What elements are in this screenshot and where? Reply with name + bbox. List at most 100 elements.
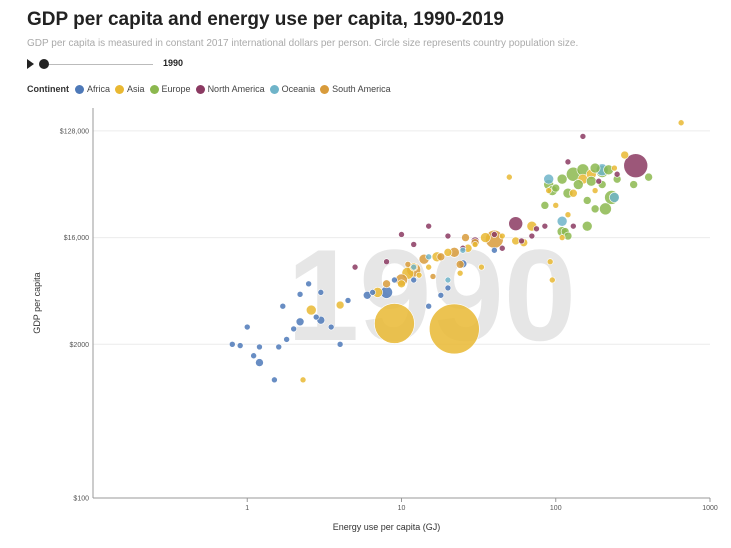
legend-item-africa[interactable]: Africa xyxy=(75,84,110,94)
data-point-africa xyxy=(236,342,244,349)
data-point-europe xyxy=(590,204,600,214)
data-point-north-america xyxy=(528,232,536,240)
legend-label: North America xyxy=(207,84,265,94)
legend-item-oceania[interactable]: Oceania xyxy=(269,84,316,94)
data-point-africa xyxy=(305,280,312,288)
axes: $100 $2000 $16,000 $128,000 1 10 100 1000 xyxy=(60,108,718,512)
data-point-asia xyxy=(415,271,423,279)
y-tick-label: $128,000 xyxy=(60,128,89,135)
data-point-europe xyxy=(581,220,593,232)
year-readout: 1990 xyxy=(163,58,184,68)
data-point-africa xyxy=(336,340,344,348)
data-point-north-america xyxy=(498,244,506,252)
data-point-asia xyxy=(498,232,506,240)
data-point-asia xyxy=(549,276,556,284)
data-point-europe xyxy=(599,202,612,216)
timeline-slider-track[interactable] xyxy=(43,64,153,65)
data-point-asia xyxy=(397,279,406,289)
data-point-africa xyxy=(290,325,297,333)
legend-label: Asia xyxy=(127,84,145,94)
data-point-asia xyxy=(620,150,630,160)
data-point-asia xyxy=(480,232,491,243)
x-tick-label: 100 xyxy=(550,505,562,512)
y-axis-label: GDP per capita xyxy=(32,272,42,333)
data-point-africa xyxy=(369,289,376,296)
play-icon[interactable] xyxy=(27,59,34,69)
data-point-africa xyxy=(256,343,263,351)
data-point-oceania xyxy=(543,173,554,185)
data-point-africa xyxy=(255,358,264,367)
data-point-africa xyxy=(283,336,290,343)
legend-swatch xyxy=(149,84,159,94)
data-point-oceania xyxy=(410,263,418,271)
data-point-north-america xyxy=(533,225,540,233)
legend-item-south-america[interactable]: South America xyxy=(320,84,391,94)
data-point-africa xyxy=(229,340,236,348)
data-point-asia xyxy=(552,202,560,209)
data-point-north-america xyxy=(398,231,405,238)
chart-subtitle: GDP per capita is measured in constant 2… xyxy=(27,38,579,49)
data-point-asia xyxy=(506,173,513,181)
data-point-north-america xyxy=(613,170,621,178)
legend-label: Africa xyxy=(87,84,111,94)
chart-title: GDP per capita and energy use per capita… xyxy=(27,9,504,30)
y-tick-label: $16,000 xyxy=(64,235,89,242)
data-point-asia xyxy=(299,376,307,384)
data-point-africa xyxy=(491,246,498,254)
data-point-asia xyxy=(591,187,599,194)
data-point-north-america xyxy=(508,216,524,231)
data-point-asia xyxy=(558,234,566,241)
data-point-north-america xyxy=(491,231,498,238)
data-point-europe xyxy=(572,179,584,190)
data-point-asia xyxy=(677,119,685,127)
legend-item-north-america[interactable]: North America xyxy=(195,84,265,94)
data-point-africa xyxy=(410,276,418,284)
legend-label: South America xyxy=(332,84,391,94)
y-tick-label: $100 xyxy=(73,496,89,503)
data-points xyxy=(229,119,685,384)
legend-label: Europe xyxy=(161,84,191,94)
data-point-asia xyxy=(545,187,552,194)
legend-item-asia[interactable]: Asia xyxy=(115,84,145,94)
data-point-north-america xyxy=(623,153,649,178)
timeline-player: 1990 xyxy=(27,57,227,71)
x-axis-label: Energy use per capita (GJ) xyxy=(333,522,441,532)
data-point-north-america xyxy=(570,222,577,230)
timeline-slider-knob[interactable] xyxy=(39,59,49,69)
data-point-asia xyxy=(611,164,618,172)
y-tick-label: $2000 xyxy=(70,342,90,349)
data-point-north-america xyxy=(579,133,587,140)
data-point-oceania xyxy=(459,246,467,254)
data-point-africa xyxy=(391,276,398,284)
data-point-asia xyxy=(456,269,464,277)
data-point-africa xyxy=(317,289,325,296)
legend-swatch xyxy=(195,84,205,94)
legend-swatch xyxy=(75,84,84,94)
data-point-north-america xyxy=(383,258,390,266)
data-point-north-america xyxy=(425,222,432,230)
legend-item-europe[interactable]: Europe xyxy=(149,84,191,94)
data-point-asia xyxy=(471,241,479,248)
data-point-africa xyxy=(444,284,452,292)
year-watermark: 1990 xyxy=(287,222,576,368)
data-point-africa xyxy=(296,290,304,298)
data-point-asia xyxy=(335,300,345,310)
data-point-europe xyxy=(551,183,561,193)
data-point-asia xyxy=(374,303,415,344)
data-point-asia xyxy=(564,211,572,218)
data-point-africa xyxy=(250,352,257,360)
legend-label: Oceania xyxy=(281,84,316,94)
data-point-africa xyxy=(327,323,335,331)
data-point-south-america xyxy=(455,260,465,269)
data-point-europe xyxy=(585,175,597,187)
data-point-africa xyxy=(279,302,287,310)
data-point-europe xyxy=(629,180,638,189)
data-point-oceania xyxy=(556,215,568,227)
data-point-africa xyxy=(275,343,283,351)
data-point-africa xyxy=(344,297,352,304)
data-point-asia xyxy=(305,304,317,316)
data-point-north-america xyxy=(518,237,525,245)
data-point-south-america xyxy=(429,273,437,280)
data-point-africa xyxy=(243,323,251,331)
legend-title: Continent xyxy=(27,84,69,94)
